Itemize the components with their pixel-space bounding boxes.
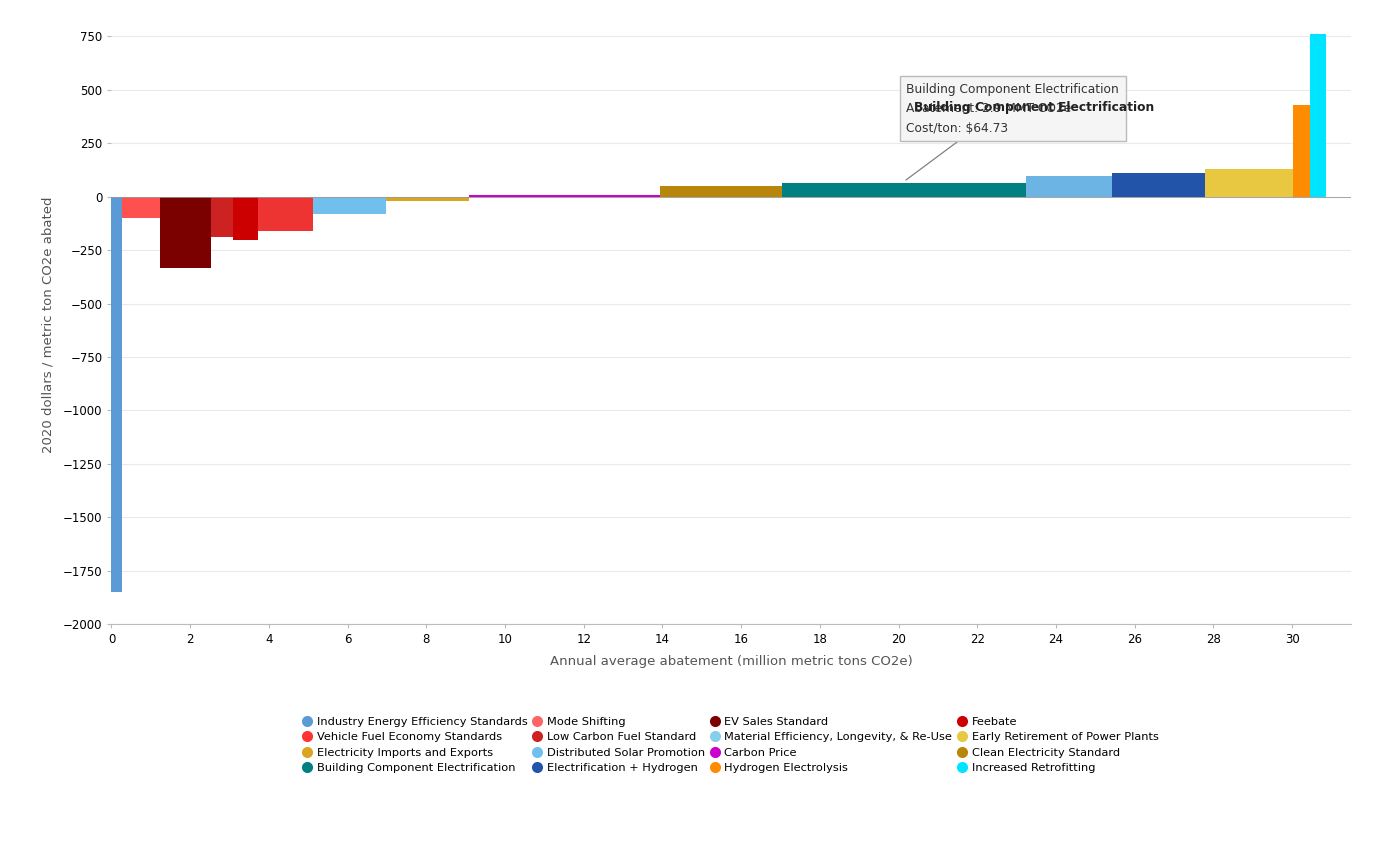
Bar: [210, 197, 233, 237]
Bar: [123, 197, 160, 218]
Bar: [1293, 104, 1309, 197]
Text: Building Component Electrification
Abatement: 2.9 MMT CO2e
Cost/ton: $64.73: Building Component Electrification Abate…: [907, 83, 1119, 135]
X-axis label: Annual average abatement (million metric tons CO2e): Annual average abatement (million metric…: [550, 655, 912, 668]
Bar: [160, 197, 210, 268]
Bar: [660, 186, 781, 197]
Bar: [1112, 173, 1205, 197]
Bar: [111, 197, 123, 592]
Legend: Industry Energy Efficiency Standards, Vehicle Fuel Economy Standards, Electricit: Industry Energy Efficiency Standards, Ve…: [304, 716, 1159, 773]
Bar: [1309, 34, 1326, 197]
Bar: [386, 197, 469, 201]
Bar: [313, 197, 386, 214]
Bar: [1205, 169, 1293, 197]
Y-axis label: 2020 dollars / metric ton CO2e abated: 2020 dollars / metric ton CO2e abated: [42, 197, 54, 453]
Bar: [469, 195, 660, 197]
Bar: [781, 183, 1025, 197]
Bar: [233, 197, 258, 240]
Text: Building Component Electrification: Building Component Electrification: [914, 102, 1153, 115]
Bar: [258, 197, 313, 232]
Bar: [1025, 176, 1112, 197]
